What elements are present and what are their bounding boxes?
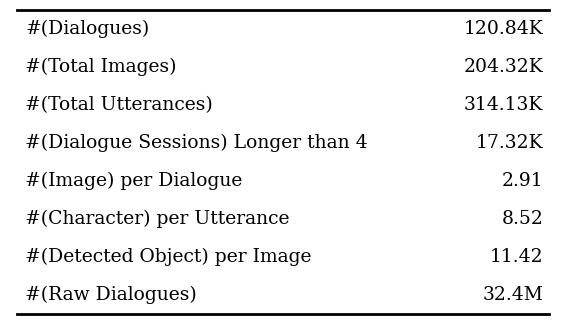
Text: #(Total Images): #(Total Images) — [25, 58, 177, 76]
Text: #(Dialogue Sessions) Longer than 4: #(Dialogue Sessions) Longer than 4 — [25, 134, 368, 152]
Text: #(Image) per Dialogue: #(Image) per Dialogue — [25, 172, 243, 190]
Text: 32.4M: 32.4M — [482, 286, 543, 304]
Text: 204.32K: 204.32K — [464, 58, 543, 76]
Text: #(Character) per Utterance: #(Character) per Utterance — [25, 210, 290, 228]
Text: 8.52: 8.52 — [501, 210, 543, 228]
Text: #(Dialogues): #(Dialogues) — [25, 20, 150, 38]
Text: #(Total Utterances): #(Total Utterances) — [25, 96, 213, 114]
Text: 120.84K: 120.84K — [464, 20, 543, 38]
Text: #(Raw Dialogues): #(Raw Dialogues) — [25, 286, 197, 304]
Text: 314.13K: 314.13K — [464, 96, 543, 114]
Text: 11.42: 11.42 — [490, 248, 543, 266]
Text: 2.91: 2.91 — [501, 172, 543, 190]
Text: 17.32K: 17.32K — [476, 134, 543, 152]
Text: #(Detected Object) per Image: #(Detected Object) per Image — [25, 248, 312, 266]
